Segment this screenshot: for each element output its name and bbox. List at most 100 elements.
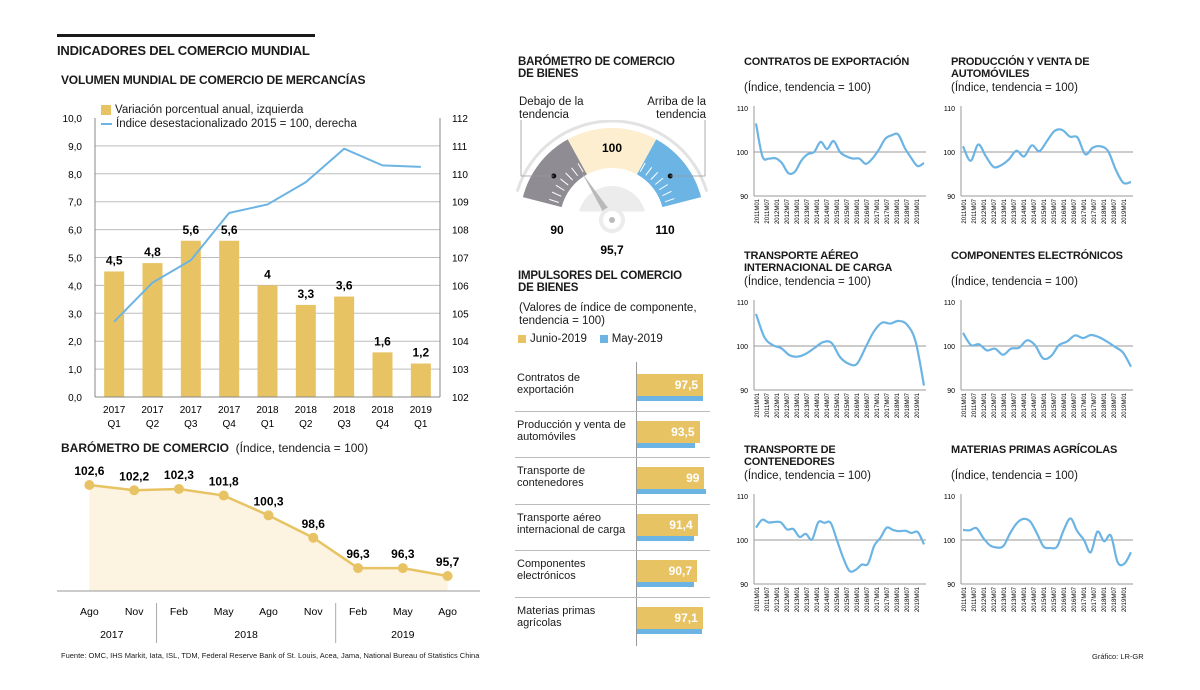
- x-tick: 2016M07: [865, 198, 871, 224]
- gauge-mid-label: 100: [602, 141, 622, 155]
- bar-may: [637, 396, 703, 401]
- drivers-chart: Contratos de exportación 97,5 Producción y…: [515, 360, 715, 650]
- x-tick: 2012M07: [992, 198, 998, 224]
- x-tick: 2012M07: [992, 586, 998, 612]
- x-tick: 2018M01: [1102, 392, 1108, 418]
- barometer-value-label: 101,8: [209, 475, 239, 489]
- gauge-leader-below: [520, 120, 554, 177]
- x-tick: 2014M07: [1032, 392, 1038, 418]
- x-tick: 2014M01: [1022, 198, 1028, 224]
- drivers-title: IMPULSORES DEL COMERCIO DE BIENES: [518, 270, 682, 294]
- x-tick: 2017M07: [1092, 392, 1098, 418]
- x-tick: 2018M07: [1112, 198, 1118, 224]
- volume-axes: 2017 Q1 2017 Q2 2017 Q3 2017 Q4 2018 Q1 2018 Q2 2018…: [94, 118, 441, 430]
- row-divider: [515, 410, 710, 412]
- x-tick: 2015M01: [1042, 586, 1048, 612]
- x-tick: 2016M01: [855, 198, 861, 224]
- x-tick: 2014M07: [825, 586, 831, 612]
- gauge-value-label: 95,7: [600, 243, 624, 257]
- x-tick: 2017M01: [1082, 586, 1088, 612]
- y-tick-right: 111: [452, 142, 468, 153]
- bar-june: 91,4: [637, 513, 698, 536]
- x-tick: 2015M07: [1052, 586, 1058, 612]
- x-tick-month: Nov: [125, 606, 144, 618]
- x-tick: 2012M01: [982, 198, 988, 224]
- x-tick-year: 2018: [234, 629, 258, 641]
- x-tick: 2014M01: [815, 392, 821, 418]
- row-divider: [515, 503, 710, 505]
- series-line: [755, 518, 925, 573]
- gauge-tick: [658, 184, 668, 191]
- x-tick: 2015M07: [845, 392, 851, 418]
- x-tick: 2012M01: [775, 392, 781, 418]
- volume-chart: 0,0 102 1,0 103 2,0 104 3,0 105 4,0 106 5,0 107 6,0 1…: [63, 114, 470, 430]
- x-tick: 2011M01: [962, 392, 968, 417]
- bar-june: 97,5: [637, 374, 704, 396]
- bar-may: [637, 582, 694, 587]
- x-tick: 2015M01: [1042, 392, 1048, 418]
- mini-chart-subtitle: (Índice, tendencia = 100): [744, 276, 871, 288]
- x-tick-month: Feb: [170, 606, 188, 618]
- bar: [334, 296, 355, 397]
- gauge-zone-neutral: [567, 128, 657, 175]
- x-tick: 2018M07: [1112, 586, 1118, 612]
- bar-label: 5,6: [182, 223, 199, 237]
- driver-row: Transporte aéreo internacional de carga 9…: [515, 506, 715, 553]
- x-tick: 2019M01: [1122, 392, 1128, 418]
- x-tick-quarter: Q1: [261, 419, 275, 430]
- legend-item-bars: Variación porcentual anual, izquierda: [101, 104, 357, 116]
- x-tick: 2012M07: [785, 586, 791, 612]
- bar: [219, 240, 240, 397]
- bar-label: 3,3: [297, 287, 314, 301]
- x-tick: 2013M01: [1002, 198, 1008, 224]
- x-tick: 2015M01: [835, 198, 841, 224]
- barometer-chart: 102,6 Ago 102,2 Nov 102,3 Feb 101,8 May 100,3 Ago…: [57, 464, 480, 643]
- volume-line: [113, 147, 421, 323]
- barometer-point: [218, 490, 229, 501]
- x-tick-year: 2019: [391, 629, 415, 641]
- x-tick: 2017M01: [1082, 198, 1088, 224]
- bar: [295, 304, 316, 397]
- x-tick: 2016M01: [1062, 392, 1068, 418]
- bar: [142, 263, 163, 397]
- barometer-area: [89, 485, 448, 591]
- x-tick: 2018M07: [905, 392, 911, 418]
- y-tick-left: 3,0: [68, 309, 82, 320]
- bar: [372, 352, 393, 397]
- x-tick-year: 2017: [100, 629, 124, 641]
- mini-chart-subtitle: (Índice, tendencia = 100): [951, 276, 1078, 288]
- y-tick-right: 102: [452, 393, 469, 404]
- x-tick: 2015M07: [845, 198, 851, 224]
- barometer-value-label: 95,7: [436, 555, 460, 569]
- driver-label: Contratos de exportación: [517, 372, 580, 396]
- y-tick: 100: [943, 538, 955, 545]
- x-tick: 2019M01: [1122, 198, 1128, 224]
- x-tick: 2012M01: [982, 586, 988, 612]
- legend-item-line: Índice desestacionalizado 2015 = 100, de…: [101, 118, 357, 130]
- mini-chart-subtitle: (Índice, tendencia = 100): [951, 82, 1078, 94]
- gauge-tick: [551, 191, 562, 197]
- bar-june: 90,7: [637, 560, 697, 582]
- y-tick: 110: [944, 300, 955, 307]
- x-tick: 2017M01: [875, 198, 881, 224]
- barometer-point: [442, 571, 453, 581]
- x-tick-quarter: Q4: [376, 419, 390, 430]
- barometer-point: [308, 532, 319, 543]
- x-tick-month: Feb: [349, 606, 367, 618]
- x-tick: 2015M01: [1042, 198, 1048, 224]
- driver-row: Contratos de exportación 97,5: [515, 366, 715, 413]
- y-tick-right: 105: [452, 309, 469, 320]
- gauge-zone-below: [522, 139, 588, 208]
- y-tick-right: 110: [452, 170, 468, 181]
- gauge-tick: [555, 184, 565, 191]
- x-tick: 2013M01: [795, 198, 801, 224]
- gauge-tick: [664, 198, 675, 203]
- y-tick: 90: [947, 388, 955, 395]
- x-tick: 2016M07: [1072, 586, 1078, 612]
- y-tick: 90: [947, 582, 955, 589]
- drivers-subtitle: (Valores de índice de componente, tenden…: [519, 302, 697, 327]
- legend-swatch-blue: [101, 122, 112, 125]
- bar-label: 5,6: [221, 223, 238, 237]
- x-tick: 2013M07: [805, 198, 811, 224]
- x-tick-year: 2018: [371, 405, 394, 416]
